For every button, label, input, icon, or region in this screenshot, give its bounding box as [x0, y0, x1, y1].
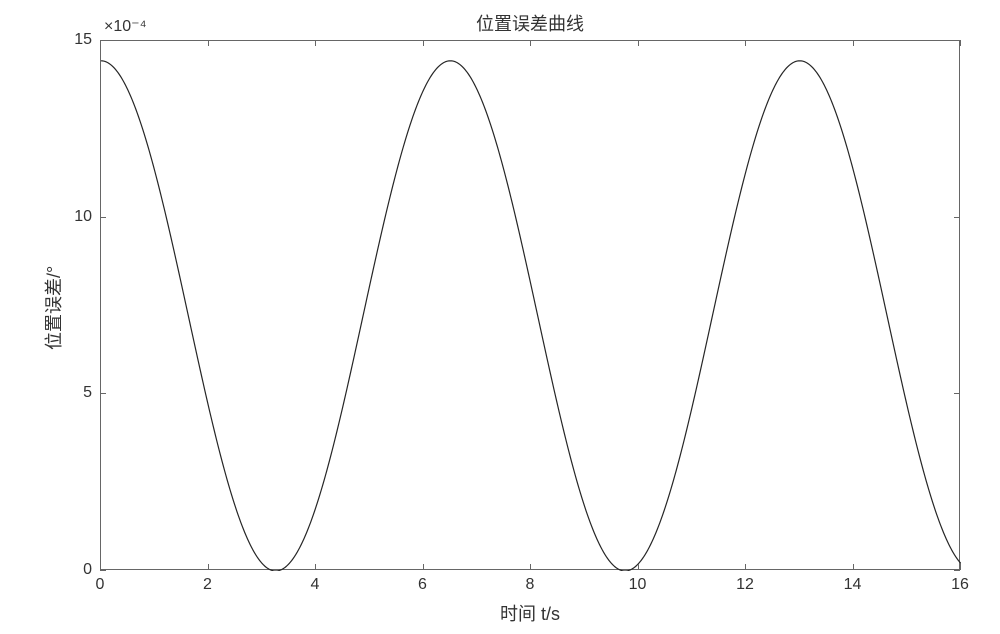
x-tick-label: 10 — [629, 576, 647, 594]
x-tick-mark — [638, 40, 639, 46]
x-tick-mark — [208, 40, 209, 46]
x-tick-mark — [315, 40, 316, 46]
position-error-curve — [101, 61, 961, 571]
x-tick-mark — [315, 564, 316, 570]
x-tick-mark — [530, 564, 531, 570]
y-tick-mark — [100, 570, 106, 571]
x-tick-mark — [745, 564, 746, 570]
x-tick-mark — [423, 564, 424, 570]
x-tick-mark — [530, 40, 531, 46]
x-tick-mark — [423, 40, 424, 46]
x-tick-label: 0 — [96, 576, 105, 594]
x-tick-label: 12 — [736, 576, 754, 594]
y-tick-mark — [954, 393, 960, 394]
x-tick-label: 4 — [311, 576, 320, 594]
x-tick-label: 8 — [526, 576, 535, 594]
y-axis-exponent: ×10⁻⁴ — [104, 16, 146, 36]
x-tick-mark — [853, 40, 854, 46]
x-tick-mark — [960, 564, 961, 570]
y-tick-mark — [100, 40, 106, 41]
x-axis-label: 时间 t/s — [100, 600, 960, 626]
chart-title: 位置误差曲线 — [100, 10, 960, 36]
y-tick-mark — [954, 570, 960, 571]
y-tick-mark — [954, 217, 960, 218]
y-tick-mark — [100, 393, 106, 394]
x-tick-label: 16 — [951, 576, 969, 594]
x-tick-mark — [638, 564, 639, 570]
figure: 位置误差曲线 ×10⁻⁴ 位置误差/° 时间 t/s 0 2 4 6 8 10 12 14 16… — [0, 0, 1000, 634]
y-tick-label: 15 — [60, 31, 92, 49]
x-tick-mark — [745, 40, 746, 46]
y-tick-mark — [100, 217, 106, 218]
x-tick-label: 6 — [418, 576, 427, 594]
x-tick-label: 14 — [844, 576, 862, 594]
plot-area — [100, 40, 960, 570]
y-tick-mark — [954, 40, 960, 41]
y-tick-label: 0 — [60, 561, 92, 579]
plot-svg — [101, 41, 961, 571]
y-tick-label: 10 — [60, 208, 92, 226]
x-tick-label: 2 — [203, 576, 212, 594]
x-tick-mark — [853, 564, 854, 570]
y-tick-label: 5 — [60, 384, 92, 402]
x-tick-mark — [208, 564, 209, 570]
y-axis-label: 位置误差/° — [40, 266, 66, 350]
x-tick-mark — [960, 40, 961, 46]
